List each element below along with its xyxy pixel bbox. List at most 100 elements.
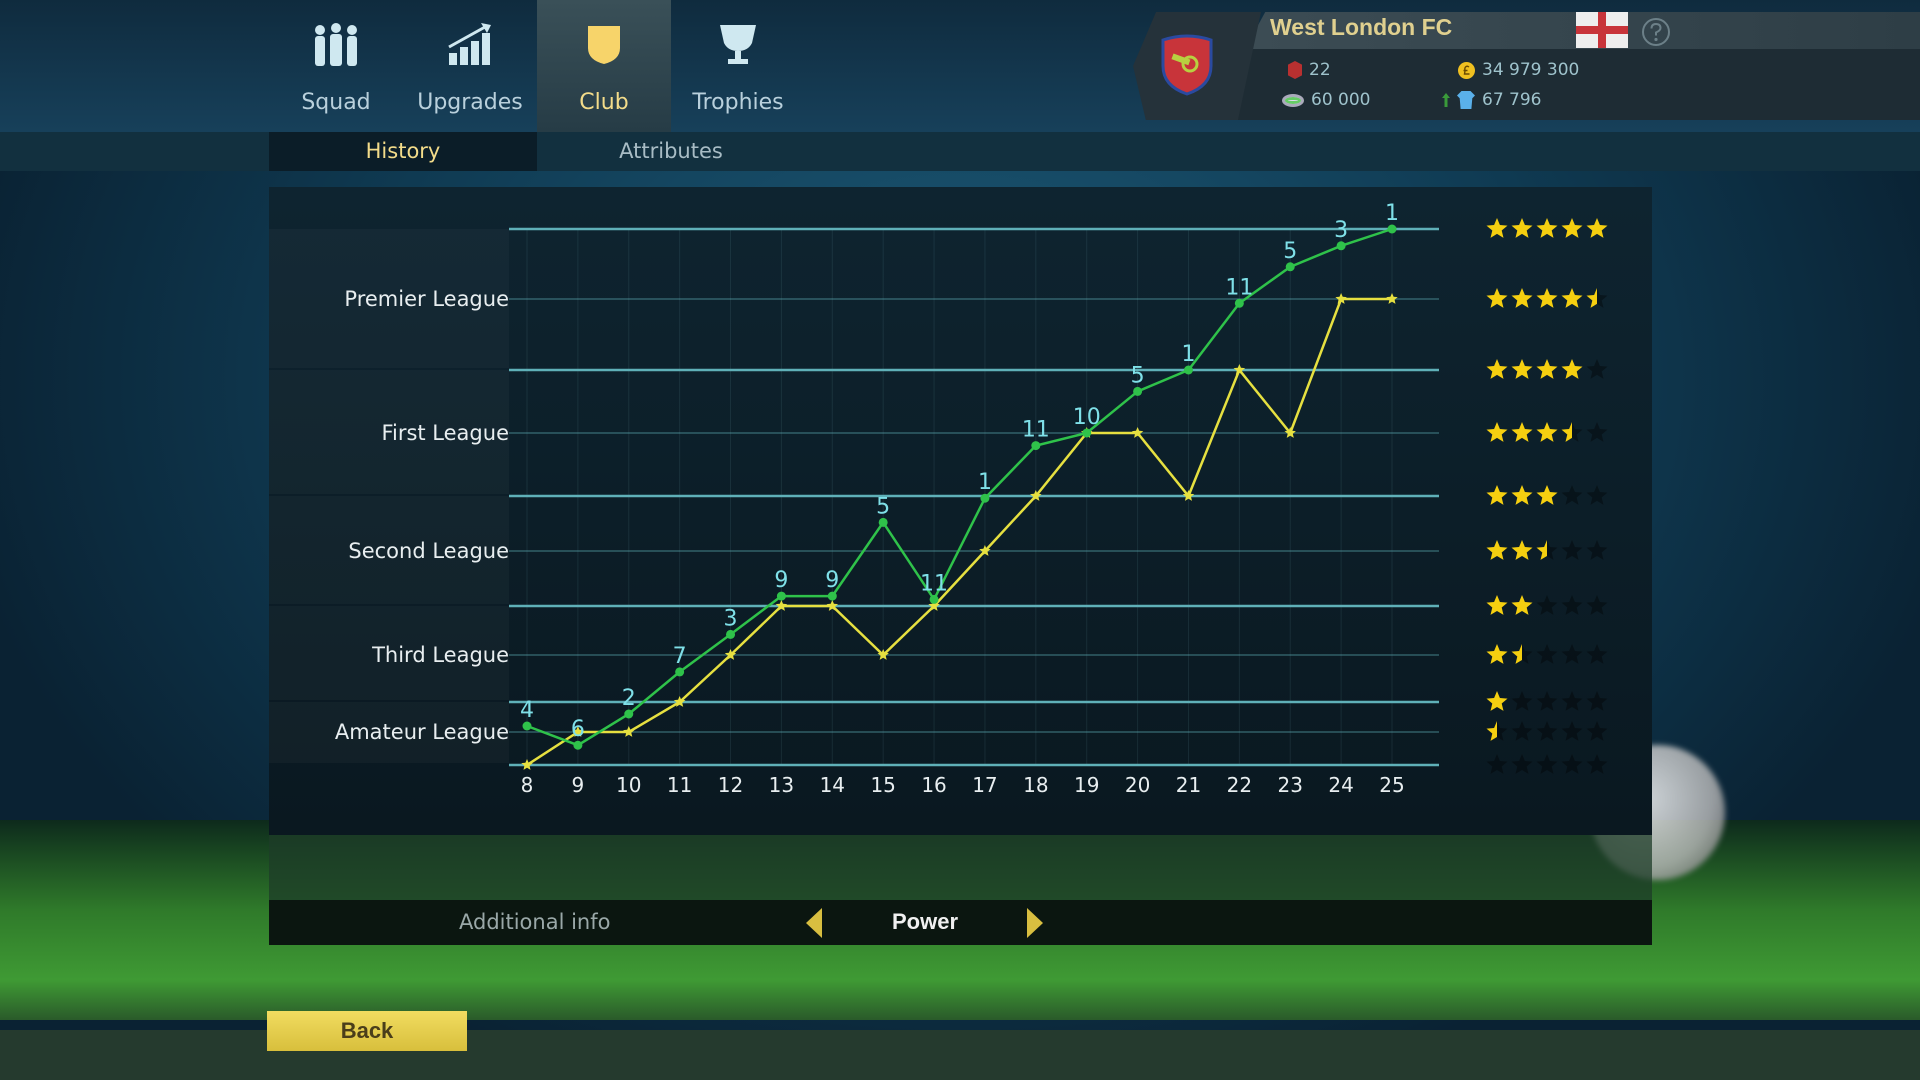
squad-icon bbox=[269, 0, 403, 90]
club-crest-icon bbox=[1161, 34, 1213, 96]
star-icon bbox=[1561, 218, 1583, 238]
x-tick-label: 19 bbox=[1074, 773, 1099, 797]
x-tick-label: 10 bbox=[616, 773, 641, 797]
position-point bbox=[675, 667, 685, 677]
power-point-star-icon bbox=[928, 600, 940, 611]
position-point bbox=[1387, 224, 1397, 234]
tab-label: Squad bbox=[301, 90, 371, 115]
position-point bbox=[624, 709, 634, 719]
stadium-icon bbox=[1282, 93, 1304, 107]
empty-star-icon bbox=[1536, 595, 1558, 615]
tab-upgrades[interactable]: Upgrades bbox=[403, 0, 537, 132]
position-point bbox=[1133, 386, 1143, 396]
x-tick-label: 14 bbox=[820, 773, 845, 797]
stadium-value: 60 000 bbox=[1311, 90, 1371, 110]
help-icon[interactable] bbox=[1641, 17, 1671, 47]
pennant-icon bbox=[1288, 61, 1302, 79]
x-tick-label: 12 bbox=[718, 773, 743, 797]
power-point-star-icon bbox=[521, 759, 533, 770]
league-position-label: 5 bbox=[1283, 239, 1297, 264]
empty-star-icon bbox=[1561, 691, 1583, 711]
league-position-label: 4 bbox=[520, 698, 534, 723]
empty-star-icon bbox=[1586, 691, 1608, 711]
trophies-value: 22 bbox=[1309, 60, 1331, 80]
position-point bbox=[827, 591, 837, 601]
panel-spacer bbox=[269, 835, 1652, 900]
subtab-history[interactable]: History bbox=[269, 132, 537, 171]
league-position-label: 1 bbox=[1181, 342, 1195, 367]
tab-squad[interactable]: Squad bbox=[269, 0, 403, 132]
star-icon bbox=[1511, 288, 1533, 308]
x-tick-label: 17 bbox=[972, 773, 997, 797]
info-selector-value: Power bbox=[891, 909, 959, 934]
league-label: Premier League bbox=[344, 287, 509, 311]
money-stat: 34 979 300 bbox=[1458, 60, 1579, 80]
power-point-star-icon bbox=[1182, 490, 1195, 501]
empty-star-icon bbox=[1561, 485, 1583, 505]
empty-star-icon bbox=[1586, 422, 1608, 442]
england-flag-icon[interactable] bbox=[1576, 12, 1628, 48]
trophy-icon bbox=[671, 0, 805, 90]
star-icon bbox=[1486, 485, 1508, 505]
x-tick-label: 18 bbox=[1023, 773, 1048, 797]
star-icon bbox=[1536, 359, 1558, 379]
empty-star-icon bbox=[1511, 754, 1533, 774]
position-point bbox=[1082, 428, 1092, 438]
x-tick-label: 9 bbox=[572, 773, 585, 797]
tab-club[interactable]: Club bbox=[537, 0, 671, 132]
arrow-up-icon bbox=[1442, 93, 1450, 107]
star-icon bbox=[1486, 691, 1508, 711]
empty-star-icon bbox=[1536, 644, 1558, 664]
half-star-icon bbox=[1486, 721, 1497, 741]
empty-star-icon bbox=[1586, 359, 1608, 379]
x-tick-label: 8 bbox=[521, 773, 534, 797]
empty-star-icon bbox=[1586, 540, 1608, 560]
position-point bbox=[1031, 441, 1041, 451]
club-name: West London FC bbox=[1270, 14, 1453, 40]
money-value: 34 979 300 bbox=[1482, 60, 1580, 80]
shirt-icon bbox=[1457, 91, 1475, 109]
empty-star-icon bbox=[1511, 721, 1533, 741]
league-position-label: 11 bbox=[1022, 418, 1050, 443]
power-point-star-icon bbox=[724, 649, 737, 660]
star-icon bbox=[1486, 540, 1508, 560]
empty-star-icon bbox=[1536, 691, 1558, 711]
power-point-star-icon bbox=[1335, 293, 1347, 304]
empty-star-icon bbox=[1561, 540, 1583, 560]
league-position-label: 11 bbox=[1225, 275, 1253, 300]
x-tick-label: 20 bbox=[1125, 773, 1150, 797]
empty-star-icon bbox=[1586, 721, 1608, 741]
league-position-label: 6 bbox=[571, 717, 585, 742]
league-position-label: 9 bbox=[774, 568, 788, 593]
empty-star-icon bbox=[1561, 754, 1583, 774]
star-icon bbox=[1486, 595, 1508, 615]
trophies-stat: 22 bbox=[1288, 60, 1331, 80]
subtab-attributes[interactable]: Attributes bbox=[619, 139, 723, 163]
position-point bbox=[929, 594, 939, 604]
league-position-label: 1 bbox=[1385, 201, 1399, 226]
x-tick-label: 24 bbox=[1328, 773, 1353, 797]
league-position-label: 7 bbox=[673, 644, 687, 669]
back-button[interactable]: Back bbox=[267, 1011, 467, 1051]
position-point bbox=[980, 493, 990, 503]
x-tick-label: 22 bbox=[1227, 773, 1252, 797]
x-tick-label: 16 bbox=[921, 773, 946, 797]
power-point-star-icon bbox=[775, 600, 788, 611]
tab-trophies[interactable]: Trophies bbox=[671, 0, 805, 132]
empty-star-icon bbox=[1586, 644, 1608, 664]
fans-stat: 67 796 bbox=[1442, 90, 1541, 110]
star-icon bbox=[1536, 218, 1558, 238]
star-icon bbox=[1536, 485, 1558, 505]
star-icon bbox=[1486, 359, 1508, 379]
power-point-star-icon bbox=[623, 726, 635, 737]
shield-icon bbox=[537, 0, 671, 90]
position-point bbox=[726, 629, 736, 639]
position-point bbox=[1285, 262, 1295, 272]
empty-star-icon bbox=[1586, 754, 1608, 774]
x-tick-label: 25 bbox=[1379, 773, 1404, 797]
x-tick-label: 15 bbox=[870, 773, 895, 797]
league-label: First League bbox=[381, 421, 509, 445]
empty-star-icon bbox=[1561, 644, 1583, 664]
league-label: Amateur League bbox=[334, 720, 509, 744]
empty-star-icon bbox=[1561, 721, 1583, 741]
